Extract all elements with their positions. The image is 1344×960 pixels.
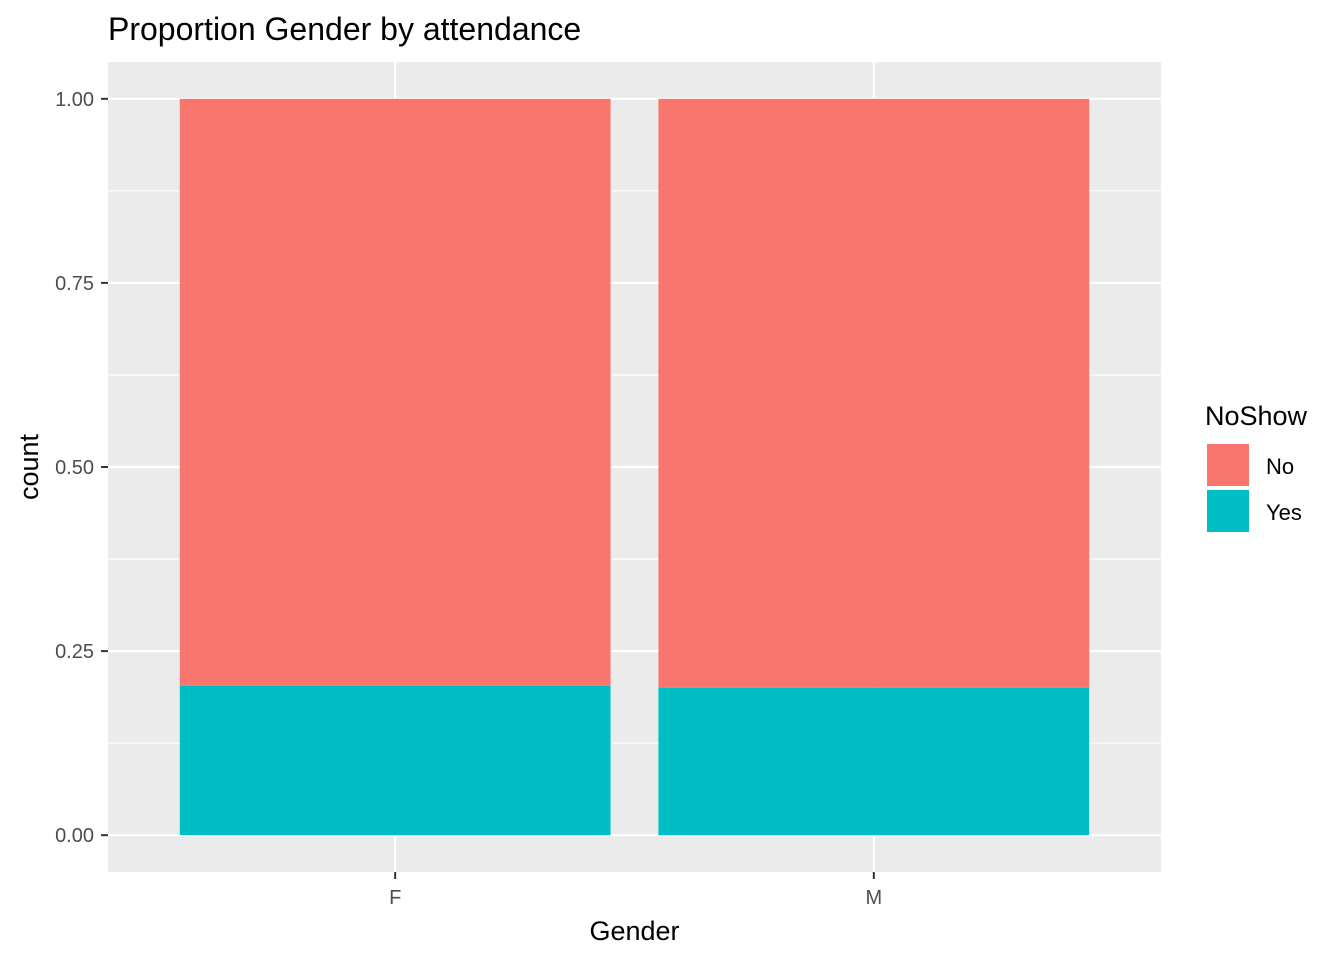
legend-title: NoShow — [1205, 401, 1308, 431]
x-axis-title: Gender — [589, 916, 679, 946]
legend-label-no: No — [1266, 454, 1294, 479]
bar-M-no — [658, 98, 1090, 688]
y-tick-label: 0.00 — [55, 825, 94, 847]
bar-M-yes — [658, 687, 1090, 836]
x-tick-label: F — [389, 887, 401, 909]
y-axis-title: count — [14, 433, 44, 500]
y-tick-label: 1.00 — [55, 89, 94, 111]
y-tick-label: 0.25 — [55, 641, 94, 663]
y-tick-label: 0.50 — [55, 457, 94, 479]
y-tick-label: 0.75 — [55, 273, 94, 295]
legend-key-no — [1205, 442, 1251, 488]
legend: NoShow No Yes — [1205, 401, 1308, 534]
bars — [179, 98, 1090, 836]
x-tick-label: M — [865, 887, 882, 909]
legend-key-yes — [1205, 488, 1251, 534]
bar-F-no — [179, 98, 611, 686]
legend-label-yes: Yes — [1266, 500, 1302, 525]
y-axis: 0.00 0.25 0.50 0.75 1.00 — [55, 89, 108, 847]
bar-F-yes — [179, 685, 611, 836]
chart-title: Proportion Gender by attendance — [108, 11, 581, 47]
